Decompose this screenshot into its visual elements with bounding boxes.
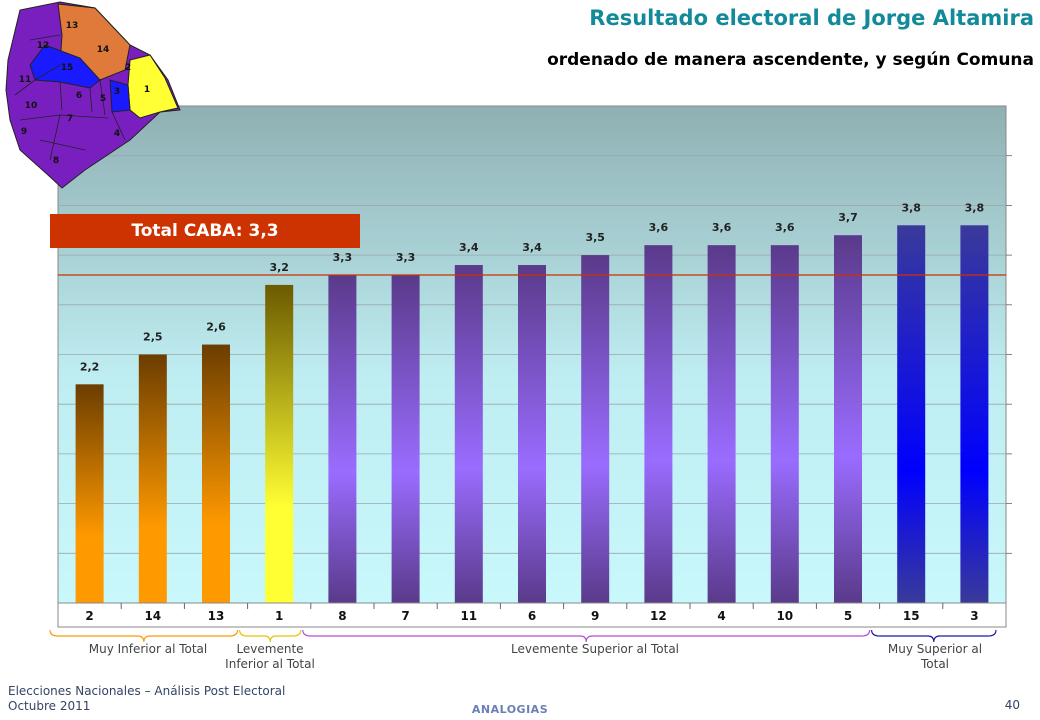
value-label: 3,3	[333, 251, 353, 264]
x-tick-label: 15	[903, 609, 920, 623]
page-subtitle: ordenado de manera ascendente, y según C…	[547, 50, 1034, 70]
value-label: 3,6	[775, 221, 795, 234]
bar-comuna-8	[328, 274, 357, 603]
x-tick-label: 8	[338, 609, 346, 623]
bar-comuna-3	[960, 225, 989, 603]
map-label-comuna-11: 11	[19, 75, 32, 85]
bar-comuna-10	[770, 245, 799, 603]
value-labels: 2,2 2,5 2,6 3,2 3,3 3,3 3,4 3,4 3,5 3,6 3,6 3,6 3,7 3…	[80, 201, 984, 373]
value-label: 3,3	[396, 251, 416, 264]
map-label-comuna-7: 7	[67, 114, 73, 124]
value-label: 2,6	[206, 321, 226, 334]
x-tick-label: 5	[844, 609, 852, 623]
map-label-comuna-4: 4	[114, 129, 120, 139]
footer-info: Elecciones Nacionales – Análisis Post El…	[8, 684, 285, 714]
brace-slightly-high	[302, 629, 871, 643]
group-braces	[49, 629, 997, 643]
value-label: 3,4	[522, 241, 542, 254]
footer-line-1: Elecciones Nacionales – Análisis Post El…	[8, 684, 286, 698]
total-caba-badge: Total CABA: 3,3	[50, 214, 360, 248]
map-label-comuna-10: 10	[25, 101, 38, 111]
bar-comuna-9	[581, 255, 610, 603]
map-label-comuna-13: 13	[66, 21, 79, 31]
map-inner-borders	[14, 34, 126, 161]
brace-slightly-low	[239, 629, 302, 643]
map-label-comuna-6: 6	[76, 91, 82, 101]
footer-brand: ANALOGIAS	[471, 703, 549, 716]
group-label-very-low: Muy Inferior al Total	[88, 642, 208, 656]
map-label-comuna-9: 9	[21, 127, 27, 137]
bar-comuna-6	[518, 265, 546, 603]
x-tick-label: 4	[717, 609, 725, 623]
x-tick-label: 1	[275, 609, 283, 623]
value-label: 3,4	[459, 241, 479, 254]
x-tick-label: 11	[460, 609, 477, 623]
value-label: 3,6	[712, 221, 732, 234]
bar-comuna-15	[897, 225, 926, 603]
group-label-slightly-low: Levemente Inferior al Total	[225, 642, 315, 671]
map-label-comuna-3: 3	[114, 87, 120, 97]
value-label: 3,5	[585, 231, 605, 244]
value-label: 3,8	[901, 201, 921, 214]
bars	[75, 225, 989, 603]
x-tick-label: 7	[401, 609, 409, 623]
map-label-comuna-15: 15	[61, 63, 74, 73]
x-tick-label: 12	[650, 609, 667, 623]
x-tick-label: 13	[208, 609, 225, 623]
value-label: 3,7	[838, 211, 858, 224]
map-label-comuna-2: 2	[125, 63, 131, 73]
value-label: 3,2	[269, 261, 289, 274]
footer-line-2: Octubre 2011	[8, 699, 91, 713]
bar-comuna-4	[707, 245, 736, 603]
x-tick-label: 3	[970, 609, 978, 623]
x-axis: 2 14 13 1 8 7 11 6 9 12 4 10 5 15 3	[57, 602, 1007, 628]
x-tick-label: 6	[528, 609, 536, 623]
page-number: 40	[1004, 698, 1020, 712]
x-tick-label: 9	[591, 609, 599, 623]
brace-very-low	[49, 629, 239, 643]
brace-very-high	[871, 629, 997, 643]
map-comuna-15-region	[29, 44, 101, 89]
group-label-slightly-high: Levemente Superior al Total	[510, 642, 680, 656]
bar-comuna-12	[644, 245, 673, 603]
bar-comuna-13	[202, 344, 230, 603]
value-label: 2,2	[80, 360, 100, 373]
bar-comuna-1	[265, 284, 294, 603]
value-label: 3,6	[649, 221, 669, 234]
map-label-comuna-12: 12	[37, 41, 50, 51]
bar-comuna-14	[138, 354, 167, 603]
map-label-comuna-1: 1	[144, 85, 150, 95]
map-label-comuna-8: 8	[53, 156, 59, 166]
page-title: Resultado electoral de Jorge Altamira	[589, 6, 1034, 30]
x-tick-label: 2	[85, 609, 93, 623]
value-label: 2,5	[143, 331, 163, 344]
bar-comuna-2	[75, 384, 104, 603]
bar-comuna-7	[391, 274, 420, 603]
map-comuna-3-region	[109, 79, 131, 113]
x-tick-label: 10	[776, 609, 793, 623]
map-label-comuna-14: 14	[97, 45, 110, 55]
x-tick-label: 14	[144, 609, 161, 623]
group-label-very-high: Muy Superior al Total	[887, 642, 983, 671]
x-axis-band	[57, 602, 1007, 628]
map-label-comuna-5: 5	[100, 94, 106, 104]
value-label: 3,8	[965, 201, 985, 214]
bar-comuna-5	[834, 235, 862, 603]
bar-chart: 2,2 2,5 2,6 3,2 3,3 3,3 3,4 3,4 3,5 3,6 3,6 3,6 3,7 3…	[57, 105, 1012, 628]
bar-comuna-11	[454, 265, 483, 603]
